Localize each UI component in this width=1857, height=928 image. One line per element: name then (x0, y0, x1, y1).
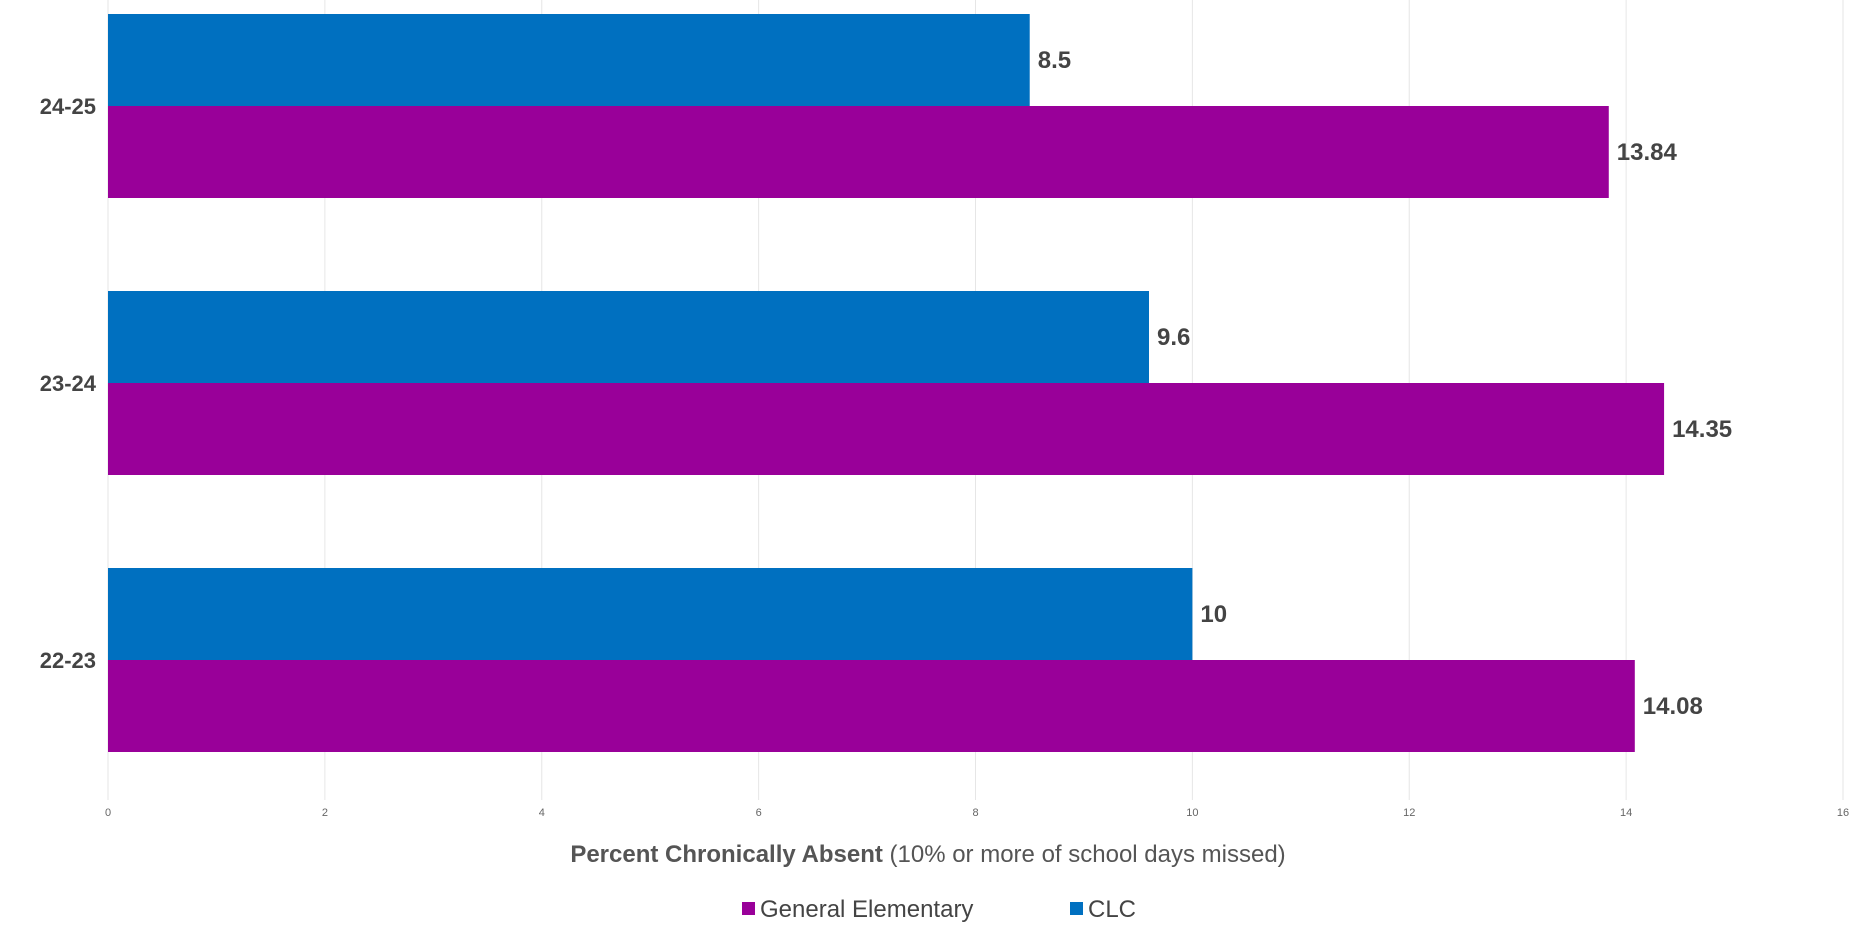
data-label-general-elementary: 14.35 (1672, 416, 1732, 443)
data-label-clc: 10 (1200, 601, 1227, 628)
x-tick-label: 8 (972, 807, 978, 819)
legend-clc-swatch (1070, 902, 1083, 915)
data-labels: 8.5 13.84 9.6 14.35 10 14.08 (1038, 47, 1732, 720)
bar-general-elementary (108, 106, 1609, 198)
bar-clc (108, 14, 1030, 106)
category-label: 23-24 (40, 371, 97, 396)
x-tick-label: 14 (1620, 807, 1632, 819)
category-labels: 24-25 23-24 22-23 (40, 94, 97, 673)
legend-general-elementary-label: General Elementary (760, 896, 973, 923)
legend-general-elementary-swatch (742, 902, 755, 915)
x-tick-label: 4 (539, 807, 545, 819)
x-axis-label-detail: (10% or more of school days missed) (883, 841, 1286, 868)
category-label: 22-23 (40, 648, 96, 673)
x-tick-label: 6 (756, 807, 762, 819)
bar-clc (108, 291, 1149, 383)
x-tick-label: 10 (1186, 807, 1198, 819)
legend-clc-label: CLC (1088, 896, 1136, 923)
category-label: 24-25 (40, 94, 96, 119)
bars (108, 14, 1665, 752)
x-tick-labels: 0 2 4 6 8 10 12 14 16 (105, 807, 1849, 819)
data-label-clc: 9.6 (1157, 324, 1190, 351)
legend: General Elementary CLC (742, 896, 1136, 923)
bar-clc (108, 568, 1193, 660)
data-label-general-elementary: 13.84 (1617, 139, 1678, 166)
data-label-clc: 8.5 (1038, 47, 1071, 74)
x-axis-label-main: Percent Chronically Absent (570, 841, 883, 868)
bar-general-elementary (108, 383, 1665, 475)
x-tick-label: 16 (1837, 807, 1849, 819)
x-axis-label: Percent Chronically Absent (10% or more … (570, 841, 1285, 868)
bar-general-elementary (108, 660, 1635, 752)
data-label-general-elementary: 14.08 (1643, 693, 1703, 720)
x-tick-label: 2 (322, 807, 328, 819)
x-tick-label: 0 (105, 807, 111, 819)
x-tick-label: 12 (1403, 807, 1415, 819)
